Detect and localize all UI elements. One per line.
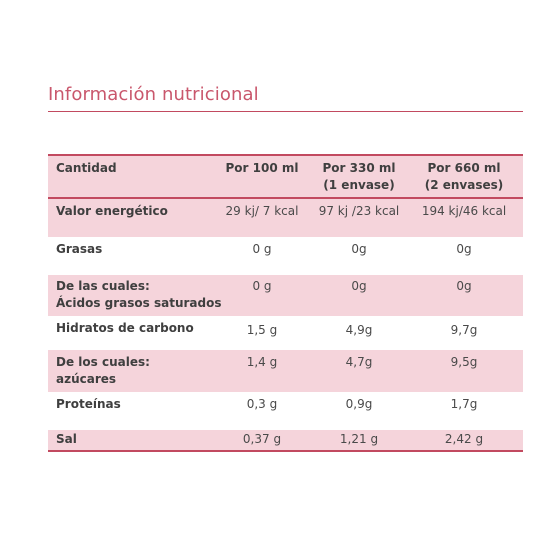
row-label: De los cuales: azúcares <box>56 355 150 386</box>
row-value-330ml: 0,9g <box>345 397 373 411</box>
table-row: Hidratos de carbono 1,5 g 4,9g 9,7g <box>48 316 523 350</box>
table-row: De las cuales: Ácidos grasos saturados 0… <box>48 275 523 316</box>
row-value-330ml: 97 kj /23 kcal <box>318 204 400 218</box>
row-value-330ml: 0g <box>351 279 367 293</box>
table-row: Proteínas 0,3 g 0,9g 1,7g <box>48 392 523 430</box>
row-label: Grasas <box>56 242 103 256</box>
header-per-100ml: Por 100 ml <box>225 161 299 175</box>
row-label: Valor energético <box>56 204 168 218</box>
title-divider <box>48 111 523 112</box>
row-value-100ml: 0 g <box>252 242 272 256</box>
row-value-660ml: 9,5g <box>450 355 478 369</box>
table-bottom-rule <box>48 450 523 452</box>
row-value-330ml: 1,21 g <box>339 432 379 446</box>
page-title: Información nutricional <box>48 84 259 105</box>
row-value-100ml: 0 g <box>252 279 272 293</box>
table-row: De los cuales: azúcares 1,4 g 4,7g 9,5g <box>48 350 523 392</box>
table-row: Valor energético 29 kj/ 7 kcal 97 kj /23… <box>48 199 523 237</box>
row-value-330ml: 4,7g <box>345 355 373 369</box>
row-value-660ml: 194 kj/46 kcal <box>421 204 507 218</box>
header-top-rule <box>48 154 523 156</box>
row-value-100ml: 1,5 g <box>246 323 278 337</box>
row-label: De las cuales: Ácidos grasos saturados <box>56 279 222 310</box>
row-value-660ml: 9,7g <box>450 323 478 337</box>
table-row: Sal 0,37 g 1,21 g 2,42 g <box>48 430 523 452</box>
row-value-660ml: 0g <box>456 279 472 293</box>
header-per-660ml: Por 660 ml (2 envases) <box>424 161 504 192</box>
header-per-330ml: Por 330 ml (1 envase) <box>322 161 396 192</box>
row-value-100ml: 29 kj/ 7 kcal <box>225 204 299 218</box>
table-row: Grasas 0 g 0g 0g <box>48 237 523 275</box>
row-value-660ml: 1,7g <box>450 397 478 411</box>
header-bottom-rule <box>48 197 523 199</box>
nutrition-table: Cantidad Por 100 ml Por 330 ml (1 envase… <box>48 154 523 452</box>
row-value-330ml: 4,9g <box>345 323 373 337</box>
row-label: Hidratos de carbono <box>56 321 194 335</box>
row-label: Sal <box>56 432 77 446</box>
header-cantidad: Cantidad <box>56 161 117 175</box>
table-header-row: Cantidad Por 100 ml Por 330 ml (1 envase… <box>48 154 523 199</box>
row-value-100ml: 1,4 g <box>246 355 278 369</box>
row-value-660ml: 2,42 g <box>444 432 484 446</box>
row-value-100ml: 0,37 g <box>242 432 282 446</box>
row-value-100ml: 0,3 g <box>246 397 278 411</box>
row-value-660ml: 0g <box>456 242 472 256</box>
row-label: Proteínas <box>56 397 121 411</box>
row-value-330ml: 0g <box>351 242 367 256</box>
